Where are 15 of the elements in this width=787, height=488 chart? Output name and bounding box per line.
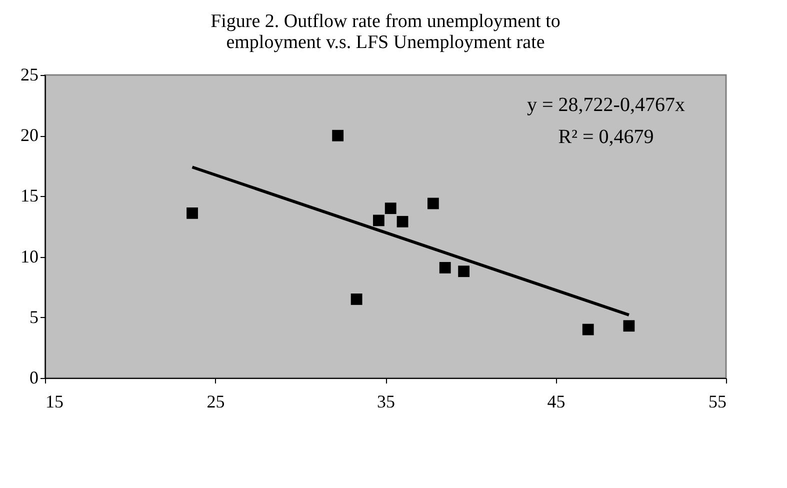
annotation: R² = 0,4679 bbox=[558, 126, 654, 148]
y-tick-label: 25 bbox=[20, 64, 38, 84]
x-tick-label: 45 bbox=[547, 392, 566, 412]
y-tick-label: 0 bbox=[30, 368, 38, 388]
y-tick-label: 15 bbox=[20, 186, 38, 206]
y-tick-label: 5 bbox=[30, 306, 38, 327]
text: employment v.s. LFS Unemployment rate bbox=[226, 32, 545, 53]
x-tick-label: 35 bbox=[377, 392, 395, 412]
y-tick-label: 20 bbox=[20, 125, 38, 146]
x-tick-label: 55 bbox=[708, 392, 726, 412]
x-tick-label: 25 bbox=[206, 392, 225, 412]
annotation: y = 28,722-0,4767x bbox=[527, 94, 685, 116]
y-tick-label: 10 bbox=[20, 246, 38, 266]
x-tick-label: 15 bbox=[46, 392, 64, 412]
text: Figure 2. Outflow rate from unemployment to bbox=[210, 11, 560, 32]
